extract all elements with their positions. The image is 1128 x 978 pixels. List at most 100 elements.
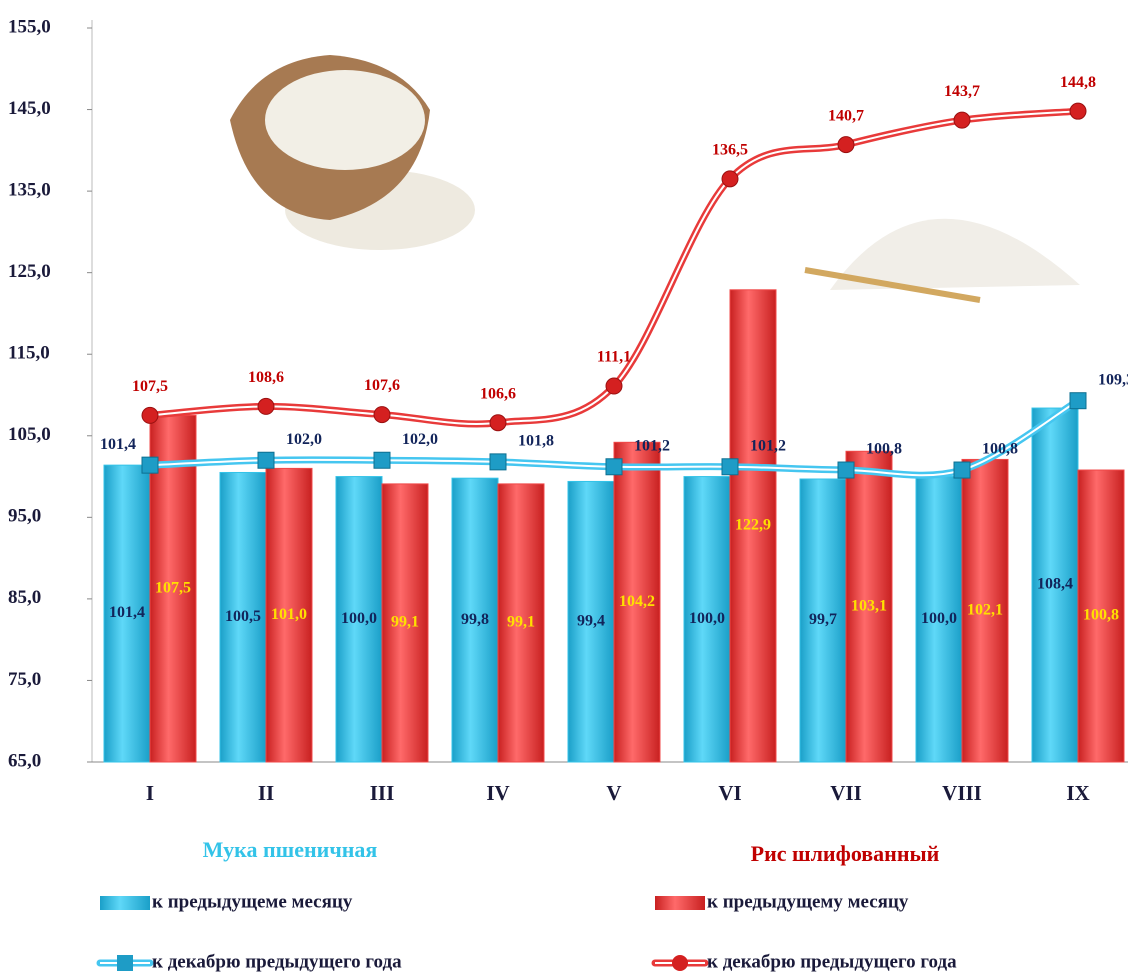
marker (837, 461, 855, 479)
legend-group-title: Рис шлифованный (751, 841, 940, 866)
line-value-label: 107,6 (364, 377, 400, 394)
flour-illustration (804, 218, 1080, 303)
marker (953, 111, 971, 129)
x-tick-label: V (606, 781, 621, 805)
marker (953, 461, 971, 479)
marker (141, 406, 159, 424)
bar-value-label: 103,1 (851, 597, 887, 614)
bar-value-label: 100,5 (225, 608, 261, 625)
bar-value-label: 100,0 (689, 610, 725, 627)
legend-swatch (100, 896, 150, 910)
bar (729, 289, 777, 763)
line-value-label: 107,5 (132, 378, 168, 395)
bar (451, 477, 499, 763)
y-tick-label: 105,0 (8, 424, 51, 445)
legend-label: к декабрю предыдущего года (152, 951, 402, 972)
x-tick-label: IV (486, 781, 509, 805)
marker (257, 397, 275, 415)
bar-value-label: 122,9 (735, 517, 771, 534)
y-tick-label: 85,0 (8, 587, 41, 608)
bar (1031, 407, 1079, 763)
bar (961, 458, 1009, 763)
line-value-label: 101,2 (750, 437, 786, 454)
bar-value-label: 99,8 (461, 611, 489, 628)
line-value-label: 143,7 (944, 83, 980, 100)
y-tick-label: 75,0 (8, 669, 41, 690)
line-value-label: 101,2 (634, 437, 670, 454)
x-tick-label: VIII (942, 781, 982, 805)
bar-value-label: 101,4 (109, 604, 145, 621)
bar-value-label: 99,4 (577, 612, 605, 629)
bar (613, 441, 661, 763)
x-tick-label: II (258, 781, 274, 805)
legend-label: к декабрю предыдущего года (707, 951, 957, 972)
bar (497, 483, 545, 763)
marker (605, 458, 623, 476)
marker (257, 451, 275, 469)
bar (799, 478, 847, 763)
marker (489, 453, 507, 471)
marker (141, 456, 159, 474)
bar (845, 450, 893, 763)
legend-marker (672, 955, 688, 971)
line-value-label: 144,8 (1060, 74, 1096, 91)
y-tick-label: 95,0 (8, 506, 41, 527)
bar-value-label: 100,8 (1083, 607, 1119, 624)
legend-marker (117, 955, 133, 971)
bar (381, 483, 429, 763)
x-tick-label: VI (718, 781, 741, 805)
line-value-label: 140,7 (828, 107, 864, 124)
marker (373, 406, 391, 424)
bar-value-label: 104,2 (619, 593, 655, 610)
legend-group-title: Мука пшеничная (203, 837, 378, 862)
marker (605, 377, 623, 395)
line-value-label: 111,1 (597, 349, 631, 366)
x-tick-label: III (370, 781, 395, 805)
line-value-label: 108,6 (248, 369, 284, 386)
bar-value-label: 99,7 (809, 611, 837, 628)
line-value-label: 101,4 (100, 436, 136, 453)
bar (219, 471, 267, 763)
marker (1069, 392, 1087, 410)
legend-label: к предыдущему месяцу (707, 891, 909, 912)
bar-value-label: 108,4 (1037, 576, 1073, 593)
line-value-label: 136,5 (712, 142, 748, 159)
bar-value-label: 99,1 (391, 614, 419, 631)
line-value-label: 100,8 (982, 441, 1018, 458)
x-tick-label: I (146, 781, 154, 805)
bar-value-label: 107,5 (155, 579, 191, 596)
y-tick-label: 155,0 (8, 16, 51, 37)
line-highlight (149, 110, 1079, 425)
bar (103, 464, 151, 763)
marker (373, 451, 391, 469)
bar (915, 476, 963, 763)
bar (335, 476, 383, 763)
marker (489, 414, 507, 432)
x-tick-label: IX (1066, 781, 1089, 805)
bar-value-label: 101,0 (271, 606, 307, 623)
bar (1077, 469, 1125, 763)
line-value-label: 106,6 (480, 385, 516, 402)
y-tick-label: 125,0 (8, 261, 51, 282)
legend-swatch (655, 896, 705, 910)
legend-label: к предыдущеме месяцу (152, 891, 353, 912)
line-value-label: 101,8 (518, 433, 554, 450)
marker (721, 458, 739, 476)
marker (1069, 102, 1087, 120)
bar (265, 467, 313, 763)
marker (837, 136, 855, 154)
bar-value-label: 99,1 (507, 614, 535, 631)
bar-value-label: 100,0 (341, 610, 377, 627)
line-value-label: 102,0 (286, 431, 322, 448)
bar-value-label: 102,1 (967, 601, 1003, 618)
bar-value-label: 100,0 (921, 610, 957, 627)
y-tick-label: 65,0 (8, 750, 41, 771)
line-value-label: 100,8 (866, 441, 902, 458)
y-tick-label: 145,0 (8, 98, 51, 119)
marker (721, 170, 739, 188)
x-tick-label: VII (830, 781, 862, 805)
rice-illustration (230, 55, 475, 250)
line-value-label: 102,0 (402, 431, 438, 448)
y-tick-label: 115,0 (8, 343, 50, 364)
